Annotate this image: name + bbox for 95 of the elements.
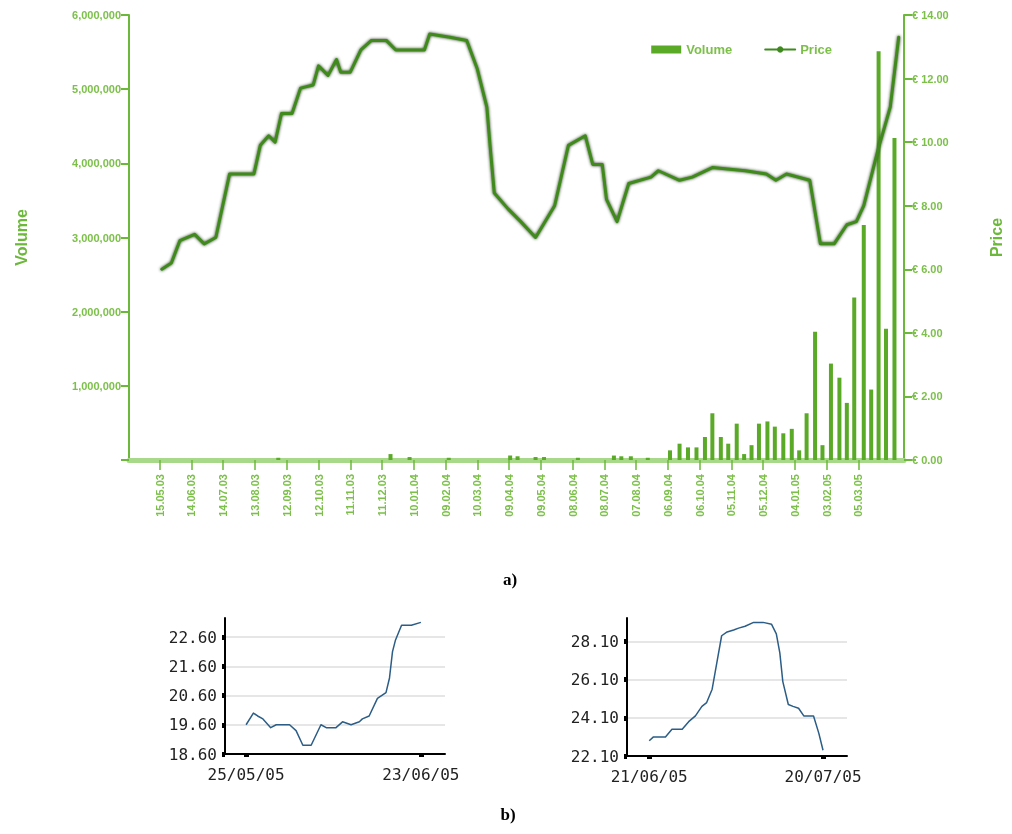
x-tick-label: 09.04.04	[503, 473, 516, 517]
line-series	[245, 621, 422, 746]
bar	[694, 447, 699, 460]
y2-tick-label: € 8.00	[912, 199, 943, 212]
x-tick-label: 21/06/05	[610, 766, 688, 786]
bar	[781, 433, 786, 460]
x-tick-label: 10.01.04	[407, 473, 420, 517]
bar	[718, 437, 723, 460]
text: b)	[500, 805, 516, 825]
bar	[407, 457, 412, 460]
bar	[861, 224, 866, 460]
bar	[772, 426, 777, 460]
bar	[828, 363, 833, 460]
bar	[619, 456, 624, 460]
bar	[542, 457, 547, 460]
x-tick-label: 11.11.03	[344, 474, 357, 516]
bar	[789, 428, 794, 460]
bar	[844, 402, 849, 460]
y-tick-label: 2,000,000	[72, 305, 121, 318]
y-tick-label: 4,000,000	[72, 157, 121, 170]
y-tick-label: 6,000,000	[72, 9, 121, 21]
x-tick-label: 08.07.04	[598, 473, 611, 517]
x-tick-label: 04.01.05	[788, 474, 801, 517]
y2-tick-label: € 10.00	[912, 136, 949, 149]
bar	[837, 377, 842, 460]
y-axis-title: Volume	[12, 209, 30, 266]
y2-tick-label: € 2.00	[912, 390, 943, 403]
y-tick-label: 3,000,000	[72, 231, 121, 244]
bar	[756, 423, 761, 460]
bar	[869, 389, 874, 460]
bar	[813, 331, 818, 460]
y2-tick-label: € 12.00	[912, 72, 949, 85]
bar	[710, 413, 715, 460]
y2-tick-label: € 4.00	[912, 326, 943, 339]
y-tick-label: 21.60	[168, 656, 217, 676]
y-tick-label: 18.60	[168, 744, 217, 764]
bar	[797, 450, 802, 460]
bar	[388, 454, 393, 460]
y-tick-label: 26.10	[570, 670, 619, 690]
x-tick-label: 14.06.03	[185, 474, 198, 517]
bar	[820, 445, 825, 460]
y-tick-label: 28.10	[570, 631, 619, 651]
bar	[804, 413, 809, 460]
x-tick-label: 15.05.03	[153, 474, 166, 517]
x-tick-label: 12.10.03	[312, 474, 325, 517]
legend-label: Volume	[686, 42, 733, 57]
x-tick-label: 12.09.03	[280, 474, 293, 517]
x-tick-label: 10.03.04	[471, 473, 484, 517]
y-tick-label: 22.60	[168, 627, 217, 647]
x-tick-label: 14.07.03	[217, 474, 230, 517]
bar	[765, 421, 770, 460]
x-tick-label: 25/05/05	[207, 764, 285, 784]
line-series	[160, 32, 901, 271]
y2-axis-title: Price	[987, 217, 1005, 258]
bar	[533, 457, 538, 460]
line-series	[648, 621, 824, 752]
y-tick-label: 5,000,000	[72, 83, 121, 96]
bar	[515, 456, 520, 460]
x-tick-label: 06.09.04	[661, 473, 674, 517]
y-tick-label: 19.60	[168, 715, 217, 735]
text: a)	[502, 570, 518, 590]
x-tick-label: 07.08.04	[630, 473, 643, 517]
bar	[668, 450, 673, 460]
x-tick-label: 09.05.04	[534, 473, 547, 517]
x-tick-label: 20/07/05	[784, 766, 862, 786]
bar	[852, 297, 857, 460]
y-tick-label: 24.10	[570, 708, 619, 728]
bar	[702, 437, 707, 460]
y2-tick-label: € 0.00	[912, 454, 943, 466]
x-tick-label: 13.08.03	[248, 474, 261, 517]
bar	[876, 51, 881, 460]
bar	[892, 138, 897, 460]
y-tick-label: 22.10	[570, 746, 619, 766]
bar	[742, 454, 747, 460]
bar	[884, 328, 888, 460]
legend-label: Price	[800, 42, 833, 57]
x-tick-label: 08.06.04	[566, 473, 579, 517]
x-tick-label: 23/06/05	[382, 764, 460, 784]
x-tick-label: 05.03.05	[852, 474, 865, 517]
bar	[734, 423, 739, 460]
bar	[628, 456, 633, 460]
y2-tick-label: € 14.00	[912, 9, 949, 21]
x-tick-label: 09.02.04	[439, 473, 452, 517]
x-tick-label: 06.10.04	[693, 473, 706, 517]
bar	[686, 447, 691, 460]
x-tick-label: 03.02.05	[820, 474, 833, 517]
y2-tick-label: € 6.00	[912, 263, 943, 276]
bar	[677, 443, 682, 460]
bar	[749, 445, 754, 460]
y-tick-label: 20.60	[168, 686, 217, 706]
x-tick-label: 11.12.03	[376, 474, 389, 517]
y-tick-label: 1,000,000	[72, 379, 121, 392]
x-tick-label: 05.11.04	[725, 473, 738, 517]
x-tick-label: 05.12.04	[757, 473, 770, 517]
bar	[726, 443, 731, 460]
